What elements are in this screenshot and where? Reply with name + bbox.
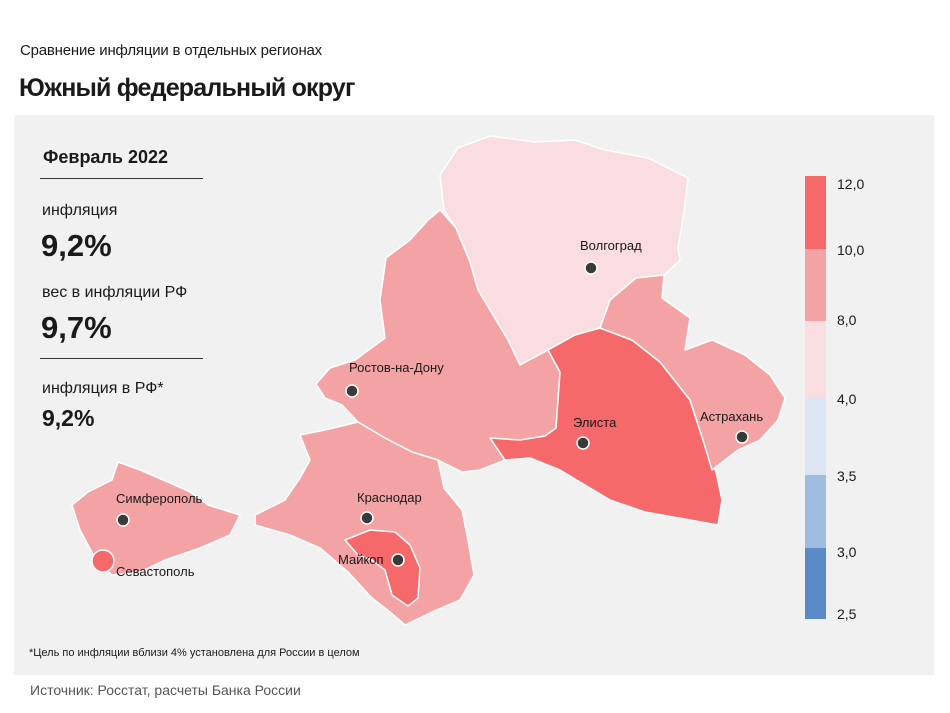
- supertitle: Сравнение инфляции в отдельных регионах: [20, 42, 322, 59]
- page-title: Южный федеральный округ: [19, 74, 355, 102]
- city-label-astrakhan: Астрахань: [700, 409, 763, 424]
- city-label-simferopol: Симферополь: [116, 491, 203, 506]
- region-sevastopol: [91, 549, 115, 573]
- city-label-volgograd: Волгоград: [580, 238, 642, 253]
- city-dot-maykop: [391, 553, 405, 567]
- rf-inflation-value: 9,2%: [42, 405, 95, 431]
- city-dot-volgograd: [584, 261, 598, 275]
- scale-segment: [805, 176, 826, 249]
- scale-label: 4,0: [837, 391, 857, 407]
- source-note: Источник: Росстат, расчеты Банка России: [30, 682, 301, 698]
- city-dot-astrakhan: [735, 430, 749, 444]
- scale-segment: [805, 249, 826, 321]
- region-adygea: [344, 529, 421, 607]
- city-dot-elista: [576, 436, 590, 450]
- divider: [40, 178, 203, 179]
- scale-label: 10,0: [837, 242, 865, 258]
- city-label-rostov: Ростов-на-Дону: [349, 360, 444, 375]
- region-astrakhan: [599, 274, 786, 471]
- scale-segment: [805, 398, 826, 475]
- inflation-value: 9,2%: [41, 228, 112, 263]
- scale-label: 2,5: [837, 606, 857, 622]
- city-label-krasnodar: Краснодар: [357, 490, 422, 505]
- footnote: *Цель по инфляции вблизи 4% установлена …: [29, 647, 360, 659]
- scale-label: 3,0: [837, 544, 857, 560]
- scale-segment: [805, 475, 826, 548]
- city-dot-simferopol: [116, 513, 130, 527]
- weight-value: 9,7%: [41, 310, 112, 345]
- scale-segment: [805, 548, 826, 619]
- city-dot-rostov: [345, 384, 359, 398]
- region-rostov: [315, 209, 561, 473]
- period-label: Февраль 2022: [43, 147, 168, 167]
- weight-label: вес в инфляции РФ: [42, 284, 188, 301]
- city-label-sevastopol: Севастополь: [116, 564, 195, 579]
- city-markers: [116, 261, 749, 567]
- scale-label: 3,5: [837, 468, 857, 484]
- region-crimea: [71, 461, 241, 576]
- inflation-label: инфляция: [42, 202, 118, 219]
- scale-label: 12,0: [837, 176, 865, 192]
- divider: [40, 358, 203, 359]
- rf-inflation-label: инфляция в РФ*: [42, 380, 164, 397]
- city-labels: Волгоград Ростов-на-Дону Элиста Астрахан…: [116, 238, 763, 579]
- scale-label: 8,0: [837, 312, 857, 328]
- city-label-elista: Элиста: [573, 415, 617, 430]
- city-label-maykop: Майкоп: [338, 552, 384, 567]
- scale-segment: [805, 321, 826, 398]
- city-dot-krasnodar: [360, 511, 374, 525]
